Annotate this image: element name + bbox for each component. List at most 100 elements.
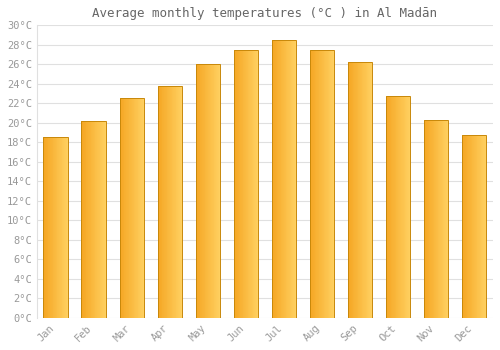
- Bar: [199, 64, 200, 318]
- Bar: [485, 135, 486, 318]
- Bar: [392, 97, 393, 318]
- Bar: [348, 62, 350, 318]
- Bar: [355, 62, 356, 318]
- Bar: [237, 50, 238, 318]
- Bar: [360, 62, 361, 318]
- Bar: [280, 40, 281, 318]
- Bar: [158, 86, 182, 318]
- Bar: [164, 86, 165, 318]
- Bar: [330, 50, 331, 318]
- Bar: [197, 64, 198, 318]
- Bar: [131, 98, 132, 318]
- Bar: [234, 50, 235, 318]
- Bar: [328, 50, 330, 318]
- Bar: [359, 62, 360, 318]
- Bar: [168, 86, 169, 318]
- Bar: [124, 98, 126, 318]
- Bar: [468, 135, 469, 318]
- Bar: [214, 64, 216, 318]
- Bar: [97, 121, 98, 318]
- Bar: [365, 62, 366, 318]
- Bar: [175, 86, 176, 318]
- Bar: [474, 135, 475, 318]
- Bar: [364, 62, 365, 318]
- Bar: [165, 86, 166, 318]
- Bar: [242, 50, 244, 318]
- Bar: [176, 86, 178, 318]
- Bar: [274, 40, 275, 318]
- Bar: [326, 50, 327, 318]
- Bar: [358, 62, 359, 318]
- Bar: [442, 120, 444, 318]
- Bar: [120, 98, 121, 318]
- Bar: [66, 138, 68, 318]
- Bar: [172, 86, 173, 318]
- Bar: [361, 62, 362, 318]
- Bar: [399, 97, 400, 318]
- Bar: [44, 138, 68, 318]
- Bar: [406, 97, 407, 318]
- Bar: [211, 64, 212, 318]
- Bar: [235, 50, 236, 318]
- Bar: [169, 86, 170, 318]
- Bar: [462, 135, 464, 318]
- Bar: [256, 50, 258, 318]
- Bar: [86, 121, 87, 318]
- Bar: [254, 50, 255, 318]
- Bar: [61, 138, 62, 318]
- Bar: [286, 40, 287, 318]
- Bar: [178, 86, 179, 318]
- Bar: [161, 86, 162, 318]
- Bar: [362, 62, 364, 318]
- Bar: [293, 40, 294, 318]
- Bar: [314, 50, 316, 318]
- Bar: [469, 135, 470, 318]
- Bar: [479, 135, 480, 318]
- Bar: [55, 138, 56, 318]
- Bar: [313, 50, 314, 318]
- Bar: [102, 121, 103, 318]
- Bar: [366, 62, 368, 318]
- Bar: [60, 138, 61, 318]
- Bar: [212, 64, 213, 318]
- Bar: [278, 40, 279, 318]
- Bar: [484, 135, 485, 318]
- Bar: [85, 121, 86, 318]
- Bar: [352, 62, 354, 318]
- Bar: [104, 121, 106, 318]
- Bar: [64, 138, 65, 318]
- Bar: [54, 138, 55, 318]
- Bar: [407, 97, 408, 318]
- Bar: [462, 135, 486, 318]
- Bar: [238, 50, 240, 318]
- Bar: [432, 120, 434, 318]
- Bar: [210, 64, 211, 318]
- Bar: [393, 97, 394, 318]
- Bar: [207, 64, 208, 318]
- Bar: [324, 50, 326, 318]
- Bar: [94, 121, 96, 318]
- Bar: [240, 50, 241, 318]
- Bar: [351, 62, 352, 318]
- Bar: [203, 64, 204, 318]
- Bar: [158, 86, 159, 318]
- Bar: [272, 40, 273, 318]
- Bar: [99, 121, 100, 318]
- Bar: [431, 120, 432, 318]
- Bar: [310, 50, 312, 318]
- Bar: [252, 50, 254, 318]
- Bar: [430, 120, 431, 318]
- Bar: [402, 97, 403, 318]
- Bar: [475, 135, 476, 318]
- Bar: [483, 135, 484, 318]
- Bar: [179, 86, 180, 318]
- Bar: [283, 40, 284, 318]
- Bar: [289, 40, 290, 318]
- Bar: [397, 97, 398, 318]
- Bar: [426, 120, 427, 318]
- Bar: [82, 121, 106, 318]
- Bar: [331, 50, 332, 318]
- Bar: [332, 50, 334, 318]
- Bar: [480, 135, 482, 318]
- Bar: [273, 40, 274, 318]
